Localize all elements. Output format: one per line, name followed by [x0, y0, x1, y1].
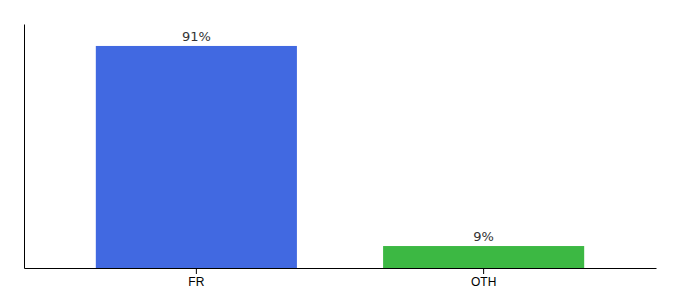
- x-tick: OTH: [471, 268, 496, 289]
- data-label: 91%: [182, 29, 211, 44]
- x-tick-mark: [196, 268, 197, 274]
- bar: [96, 46, 297, 268]
- data-label: 9%: [473, 229, 494, 244]
- plot-area: FR OTH 91% 9%: [25, 25, 657, 289]
- chart-container: FR OTH 91% 9%: [0, 0, 680, 300]
- data-labels: 91% 9%: [182, 29, 494, 244]
- x-tick: FR: [188, 268, 204, 289]
- x-tick-label: FR: [188, 275, 204, 289]
- x-axis-line: [25, 268, 657, 269]
- chart-svg: FR OTH 91% 9%: [0, 0, 680, 300]
- bar: [383, 246, 584, 268]
- x-tick-mark: [483, 268, 484, 274]
- y-axis: [24, 25, 25, 269]
- x-tick-label: OTH: [471, 275, 496, 289]
- x-axis: FR OTH: [25, 268, 657, 289]
- bars: [96, 46, 584, 268]
- y-axis-line: [24, 25, 25, 269]
